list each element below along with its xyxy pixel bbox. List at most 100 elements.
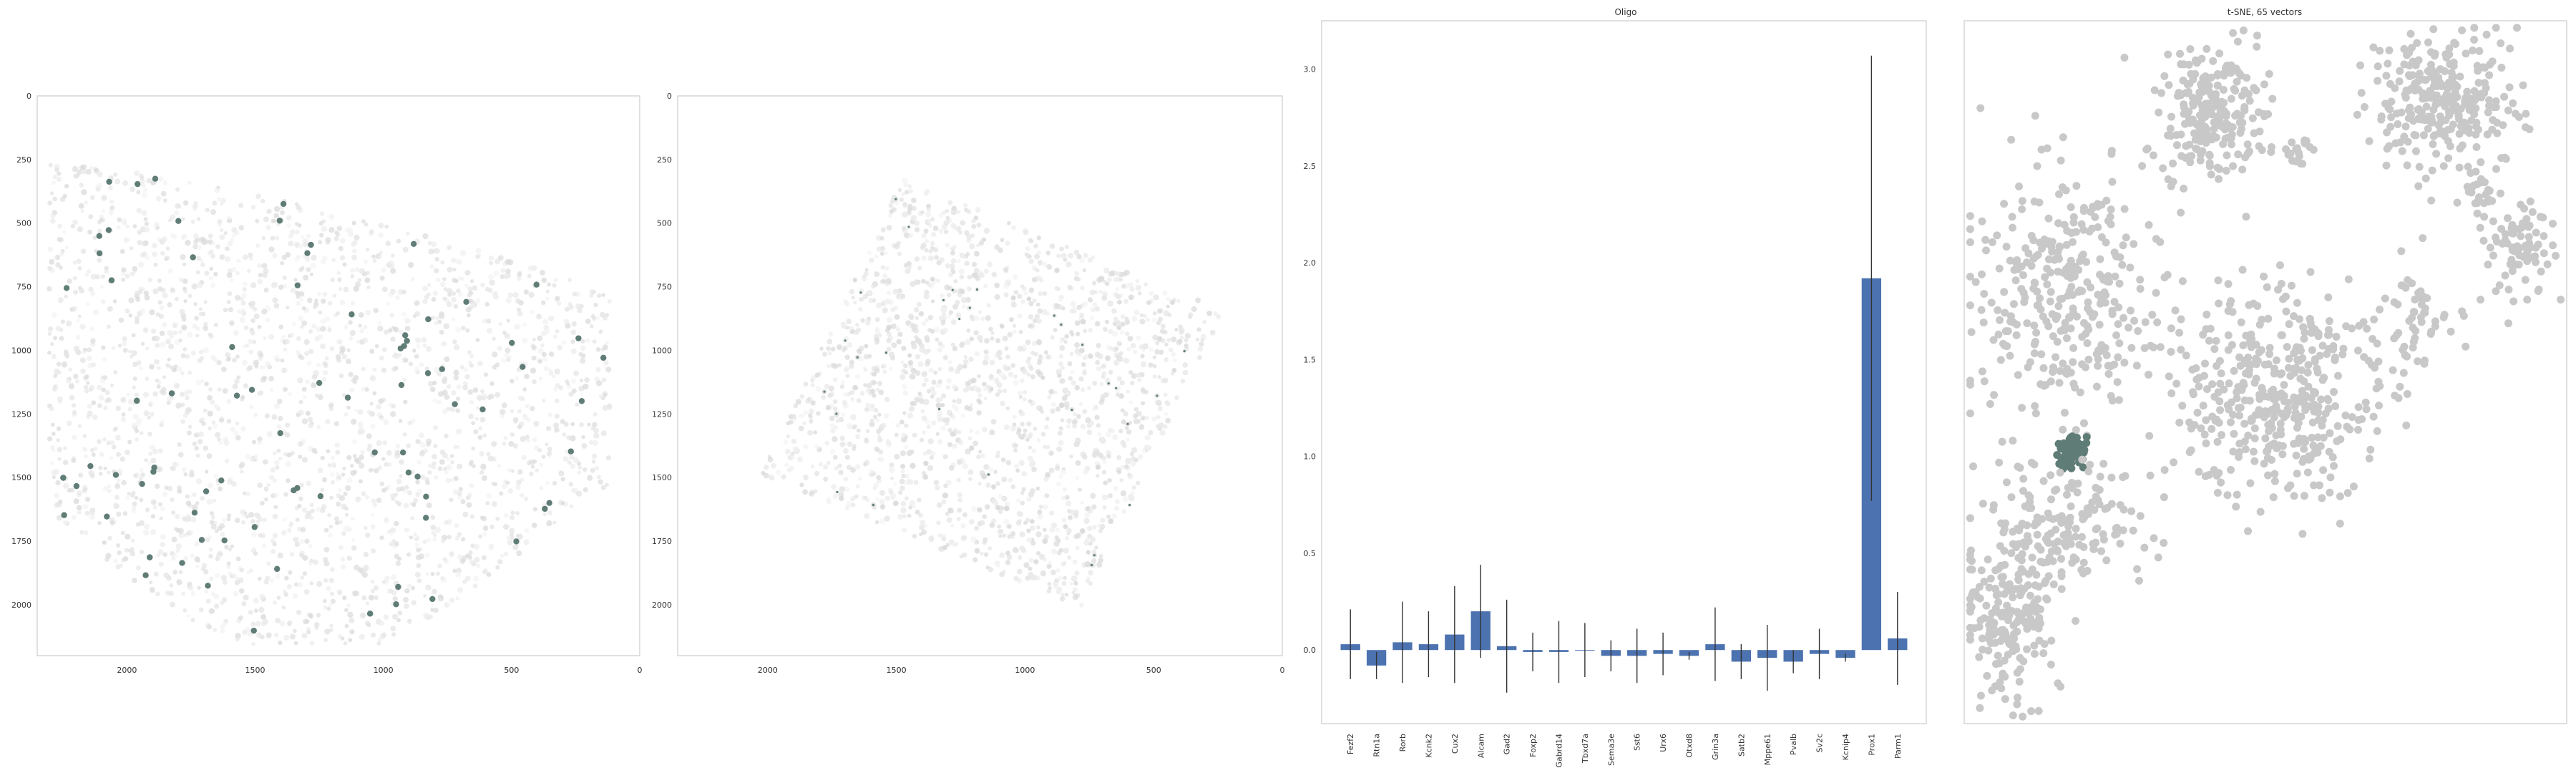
highlight-cell <box>411 240 417 248</box>
background-cell <box>530 405 535 412</box>
background-cell <box>425 572 429 577</box>
background-cell <box>259 593 265 600</box>
background-cell <box>242 630 248 636</box>
background-cell <box>235 434 241 441</box>
y-tick-label: 2000 <box>11 601 31 610</box>
background-cell <box>209 520 215 525</box>
background-cell <box>190 219 195 224</box>
background-cell <box>84 389 89 394</box>
background-cell <box>49 444 55 450</box>
background-cell <box>940 293 945 298</box>
background-cell <box>539 462 544 467</box>
background-cell <box>977 393 982 398</box>
background-cell <box>807 429 813 436</box>
background-cell <box>919 343 925 349</box>
background-cell <box>950 319 957 326</box>
background-cell <box>989 522 995 528</box>
background-cell <box>501 358 506 363</box>
background-cell <box>132 224 137 228</box>
background-cell <box>595 366 601 373</box>
background-cell <box>1011 225 1016 230</box>
background-cell <box>213 322 218 327</box>
background-cell <box>471 561 477 567</box>
background-cell <box>185 494 190 499</box>
background-cell <box>904 496 909 501</box>
background-cell <box>878 457 882 462</box>
background-cell <box>937 439 943 444</box>
background-cell <box>497 255 504 261</box>
background-cell <box>897 331 903 337</box>
background-cell <box>410 418 416 424</box>
background-cell <box>1064 245 1069 250</box>
background-cell <box>929 455 934 460</box>
background-cell <box>127 439 132 444</box>
background-cell <box>413 533 417 537</box>
background-cell <box>463 367 469 373</box>
background-cell <box>226 272 233 278</box>
background-cell <box>494 362 500 367</box>
tsne-point <box>2157 89 2166 97</box>
background-cell <box>1080 319 1086 325</box>
background-cell <box>102 356 107 362</box>
background-cell <box>928 223 933 228</box>
highlight-cell <box>1070 409 1073 412</box>
background-cell <box>1151 416 1157 422</box>
background-cell <box>218 486 223 492</box>
background-cell <box>910 367 917 374</box>
background-cell <box>255 621 261 627</box>
background-cell <box>927 389 931 394</box>
background-cell <box>1050 569 1056 575</box>
background-cell <box>353 234 360 240</box>
background-cell <box>361 366 366 371</box>
background-cell <box>933 248 938 252</box>
background-cell <box>416 548 421 553</box>
highlight-cell <box>276 218 283 224</box>
background-cell <box>541 277 547 283</box>
y-tick-label: 2.0 <box>1304 258 1317 268</box>
background-cell <box>228 548 232 552</box>
tsne-point <box>2186 45 2195 54</box>
background-cell <box>411 600 417 606</box>
background-cell <box>294 541 301 548</box>
background-cell <box>1028 323 1033 329</box>
background-cell <box>337 590 343 595</box>
background-cell <box>376 497 382 504</box>
x-tick-label: Tbxd7a <box>1581 734 1590 764</box>
background-cell <box>455 259 460 264</box>
background-cell <box>444 356 450 362</box>
background-cell <box>1080 423 1086 429</box>
background-cell <box>500 553 504 558</box>
background-cell <box>1028 399 1033 404</box>
background-cell <box>175 548 180 553</box>
background-cell <box>1058 426 1063 431</box>
background-cell <box>1113 359 1120 366</box>
background-cell <box>564 449 569 454</box>
background-cell <box>971 218 976 223</box>
background-cell <box>1038 278 1044 283</box>
background-cell <box>892 207 897 212</box>
background-cell <box>345 485 351 492</box>
background-cell <box>810 400 816 406</box>
background-cell <box>52 180 57 185</box>
background-cell <box>894 432 899 437</box>
background-cell <box>1012 329 1017 334</box>
background-cell <box>78 472 84 478</box>
background-cell <box>62 193 67 199</box>
background-cell <box>192 233 199 239</box>
background-cell <box>974 351 980 356</box>
background-cell <box>434 321 439 326</box>
background-cell <box>200 262 205 267</box>
background-cell <box>77 314 82 319</box>
highlight-cell <box>424 370 431 376</box>
background-cell <box>140 252 145 258</box>
background-cell <box>1094 414 1100 420</box>
background-cell <box>357 421 364 427</box>
background-cell <box>343 412 348 417</box>
background-cell <box>210 209 217 215</box>
background-cell <box>234 517 240 523</box>
background-cell <box>117 343 122 348</box>
background-cell <box>476 406 480 410</box>
background-cell <box>150 457 157 464</box>
background-cell <box>102 437 107 442</box>
background-cell <box>887 291 892 296</box>
